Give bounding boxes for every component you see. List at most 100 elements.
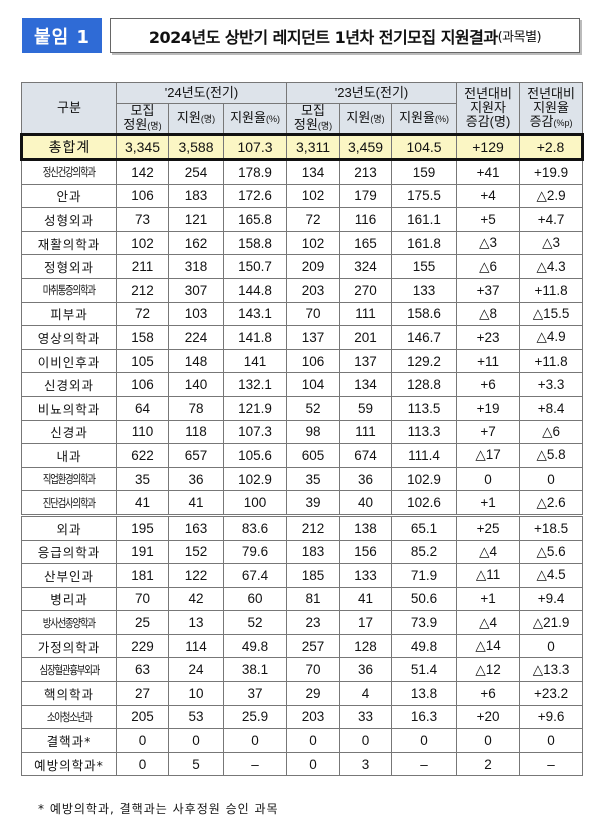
table-cell: +6 bbox=[456, 372, 521, 397]
row-label: 산부인과 bbox=[21, 563, 117, 588]
table-cell: 63 bbox=[116, 657, 169, 683]
table-cell: 158.8 bbox=[222, 230, 288, 256]
table-cell: +18.5 bbox=[519, 513, 584, 541]
table-row: 응급의학과 191 152 79.6 183 156 85.2 △4 △5.6 bbox=[21, 539, 584, 565]
table-cell: 307 bbox=[168, 277, 224, 303]
title-subtitle: (과목별) bbox=[497, 30, 542, 45]
table-cell: +6 bbox=[456, 681, 521, 706]
table-row: 병리과 70 42 60 81 41 50.6 +1 +9.4 bbox=[21, 586, 584, 612]
table-cell: 52 bbox=[222, 610, 288, 635]
row-label-text: 정신건강의학과 bbox=[42, 165, 96, 180]
table-row: 피부과 72 103 143.1 70 111 158.6 △8 △15.5 bbox=[21, 301, 584, 327]
row-label-text: 산부인과 bbox=[43, 568, 94, 584]
table-cell: 103 bbox=[168, 301, 224, 327]
row-label-text: 총합계 bbox=[48, 140, 91, 156]
table-cell: +3.3 bbox=[519, 372, 584, 397]
table-cell: 175.5 bbox=[391, 183, 458, 209]
table-row: 신경외과 106 140 132.1 104 134 128.8 +6 +3.3 bbox=[21, 372, 584, 397]
table-cell: 132.1 bbox=[222, 372, 288, 397]
table-cell: 17 bbox=[339, 610, 393, 635]
table-cell: 183 bbox=[168, 183, 224, 209]
table-cell: 64 bbox=[116, 395, 169, 421]
table-row: 성형외과 73 121 165.8 72 116 161.1 +5 +4.7 bbox=[21, 207, 584, 232]
header-applied-2024: 지원(명) bbox=[168, 103, 224, 135]
row-label: 안과 bbox=[21, 183, 117, 209]
table-cell: 118 bbox=[168, 419, 224, 445]
table-cell: 162 bbox=[168, 230, 224, 256]
table-cell: 52 bbox=[286, 395, 341, 421]
table-cell: 3,588 bbox=[168, 133, 224, 161]
table-cell: 142 bbox=[116, 159, 169, 185]
table-cell: 133 bbox=[339, 563, 393, 588]
row-label: 비뇨의학과 bbox=[21, 395, 117, 421]
table-cell: △3 bbox=[519, 230, 584, 256]
row-label-text: 성형외과 bbox=[43, 212, 94, 228]
table-row: 산부인과 181 122 67.4 185 133 71.9 △11 △4.5 bbox=[21, 563, 584, 588]
table-cell: 141.8 bbox=[222, 325, 288, 350]
table-cell: 0 bbox=[391, 728, 458, 753]
table-cell: 178.9 bbox=[222, 159, 288, 185]
table-cell: 49.8 bbox=[222, 633, 288, 659]
table-cell: 129.2 bbox=[391, 348, 458, 374]
header-quota-2023: 모집 정원(명) bbox=[286, 103, 341, 135]
table-cell: 102.9 bbox=[391, 466, 458, 492]
row-label: 결핵과* bbox=[21, 728, 117, 753]
table-cell: 72 bbox=[116, 301, 169, 327]
table-cell: +1 bbox=[456, 586, 521, 612]
table-cell: 140 bbox=[168, 372, 224, 397]
table-cell: +9.4 bbox=[519, 586, 584, 612]
total-row: 총합계 3,345 3,588 107.3 3,311 3,459 104.5 +129 +2.… bbox=[20, 133, 585, 161]
table-cell: 105 bbox=[116, 348, 169, 374]
table-cell: 165 bbox=[339, 230, 393, 256]
row-label-text: 영상의학과 bbox=[37, 330, 101, 346]
table-cell: 224 bbox=[168, 325, 224, 350]
table-row: 외과 195 163 83.6 212 138 65.1 +25 +18.5 bbox=[21, 513, 584, 541]
table-cell: 13 bbox=[168, 610, 224, 635]
table-cell: △2.9 bbox=[519, 183, 584, 209]
row-label: 정신건강의학과 bbox=[21, 159, 117, 185]
row-label-text: 소아청소년과 bbox=[46, 709, 93, 724]
table-row: 마취통증의학과 212 307 144.8 203 270 133 +37 +11.8 bbox=[21, 277, 584, 303]
table-cell: 203 bbox=[286, 704, 341, 730]
table-cell: △11 bbox=[456, 563, 521, 588]
table-cell: △21.9 bbox=[519, 610, 584, 635]
table-cell: 49.8 bbox=[391, 633, 458, 659]
table-cell: – bbox=[391, 751, 458, 777]
table-cell: – bbox=[519, 751, 584, 777]
header-rate-2024: 지원율(%) bbox=[222, 103, 288, 135]
table-cell: 106 bbox=[116, 372, 169, 397]
row-label-text: 직업환경의학과 bbox=[42, 472, 96, 487]
table-cell: 23 bbox=[286, 610, 341, 635]
table-cell: 185 bbox=[286, 563, 341, 588]
row-label: 피부과 bbox=[21, 301, 117, 327]
table-cell: 0 bbox=[116, 728, 169, 753]
table-cell: 116 bbox=[339, 207, 393, 232]
row-label: 응급의학과 bbox=[21, 539, 117, 565]
table-cell: 71.9 bbox=[391, 563, 458, 588]
table-cell: 113.5 bbox=[391, 395, 458, 421]
table-cell: 16.3 bbox=[391, 704, 458, 730]
table-cell: 146.7 bbox=[391, 325, 458, 350]
row-label-text: 결핵과* bbox=[46, 734, 92, 750]
table-cell: 212 bbox=[286, 513, 341, 541]
table-cell: 67.4 bbox=[222, 563, 288, 588]
row-label-text: 병리과 bbox=[50, 592, 88, 608]
table-cell: – bbox=[222, 751, 288, 777]
table-cell: 106 bbox=[116, 183, 169, 209]
table-cell: 3 bbox=[339, 751, 393, 777]
table-cell: 254 bbox=[168, 159, 224, 185]
table-row: 심장혈관흉부외과 63 24 38.1 70 36 51.4 △12 △13.3 bbox=[21, 657, 584, 683]
table-cell: 605 bbox=[286, 443, 341, 468]
table-cell: 3,459 bbox=[339, 133, 393, 161]
table-cell: 70 bbox=[286, 301, 341, 327]
table-cell: 158.6 bbox=[391, 301, 458, 327]
table-cell: 113.3 bbox=[391, 419, 458, 445]
table-cell: 159 bbox=[391, 159, 458, 185]
row-label-text: 내과 bbox=[56, 448, 82, 464]
table-cell: △3 bbox=[456, 230, 521, 256]
table-cell: +8.4 bbox=[519, 395, 584, 421]
table-cell: +11.8 bbox=[519, 277, 584, 303]
header-diff-applicants: 전년대비 지원자 증감(명) bbox=[456, 82, 521, 135]
table-cell: △4.5 bbox=[519, 563, 584, 588]
header-applied-2023: 지원(명) bbox=[339, 103, 393, 135]
